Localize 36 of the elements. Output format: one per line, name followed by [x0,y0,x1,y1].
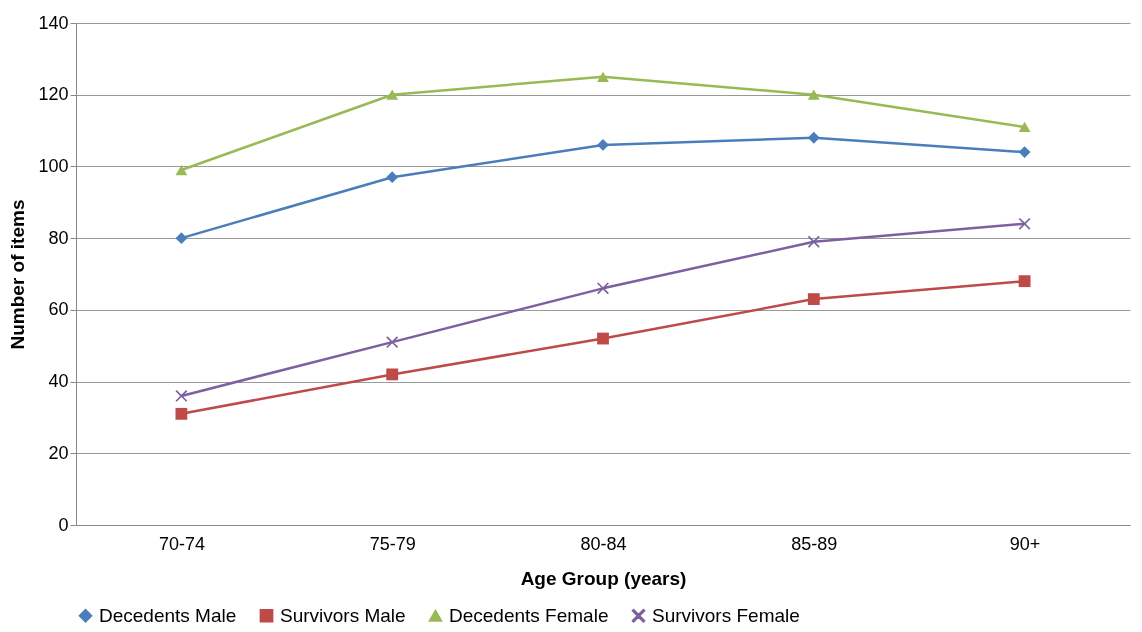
y-tick-label: 20 [48,442,69,463]
x-tick-label: 90+ [1009,533,1041,554]
y-tick-label: 40 [48,371,69,392]
point [807,293,820,306]
point [1018,275,1031,288]
legend-label: Survivors Female [652,604,800,626]
point [175,164,188,176]
point [807,89,820,100]
y-tick-label: 0 [58,514,69,535]
point [807,131,820,144]
y-tick-label: 100 [38,155,69,176]
point [386,336,399,349]
point [386,171,399,184]
point [807,235,820,248]
x-tick-label: 75-79 [369,533,416,554]
y-axis-title: Number of items [7,199,29,350]
y-tick-label: 140 [38,12,69,33]
legend-label: Survivors Male [280,604,406,626]
y-tick-label: 120 [38,84,69,105]
y-tick-label: 60 [48,299,69,320]
point [597,332,609,345]
point [386,89,399,100]
y-tick-label: 80 [48,227,69,248]
point [175,407,188,420]
legend-label: Decedents Female [449,604,609,626]
x-tick-label: 85-89 [791,533,838,554]
x-tick-label: 80-84 [580,533,627,554]
point [386,368,399,381]
point [175,232,188,245]
x-axis-title: Age Group (years) [520,567,687,589]
point [597,71,609,82]
point [597,139,609,151]
point [1018,146,1031,158]
x-tick-label: 70-74 [158,533,205,554]
point [1018,121,1031,133]
legend-label: Decedents Male [99,604,237,626]
